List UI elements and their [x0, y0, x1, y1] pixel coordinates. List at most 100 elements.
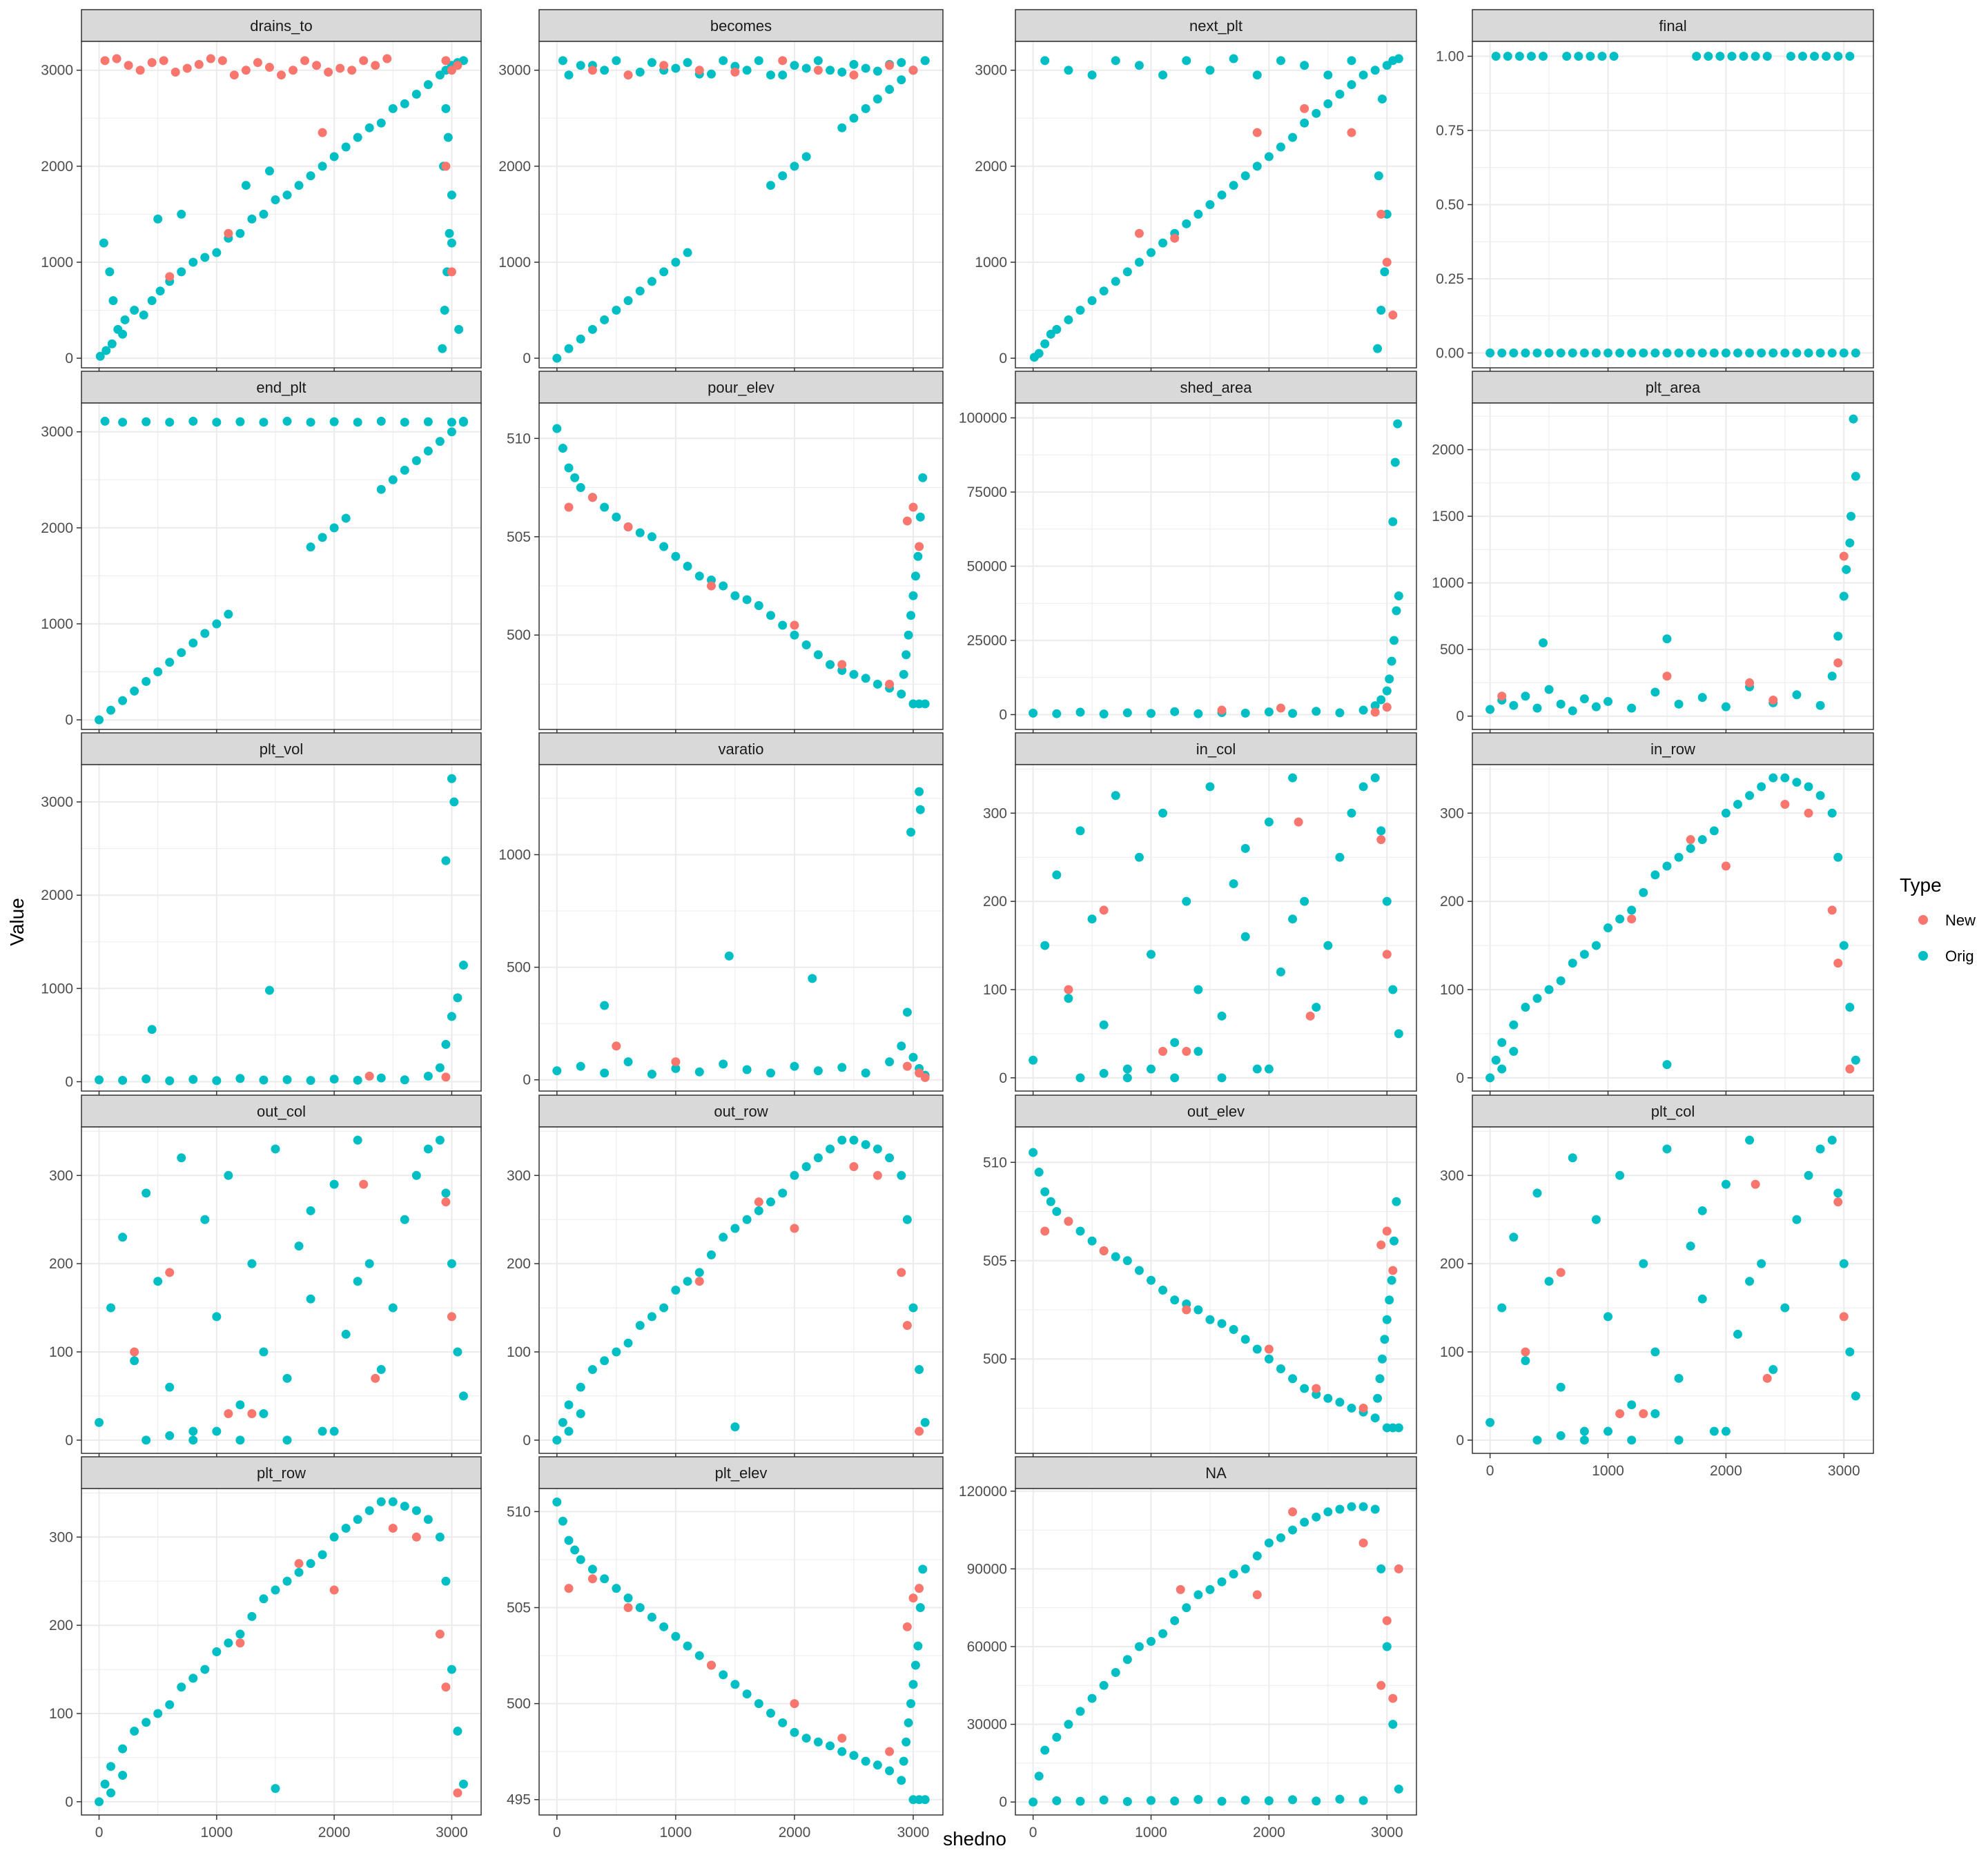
point-orig [282, 1435, 292, 1445]
facet-strip-label: drains_to [250, 17, 313, 35]
panel-border [1015, 41, 1417, 369]
point-orig [564, 463, 574, 473]
facet-panel-varatio: varatio 0 500 1000 [498, 732, 944, 1096]
point-new [902, 1061, 912, 1071]
point-new [1294, 817, 1303, 827]
point-new [659, 61, 669, 70]
point-orig [1757, 349, 1766, 357]
point-orig [659, 542, 669, 551]
point-orig [364, 1506, 374, 1515]
y-tick-label: 2000 [41, 159, 73, 175]
point-orig [118, 1233, 128, 1242]
point-orig [766, 70, 776, 80]
point-orig [558, 1417, 567, 1427]
point-orig [1193, 1305, 1203, 1315]
point-new [135, 66, 145, 75]
point-new [908, 66, 918, 75]
y-tick-label: 120000 [959, 1484, 1007, 1500]
y-tick-label: 0 [1456, 709, 1464, 725]
facet-strip [1472, 1095, 1874, 1128]
point-orig [99, 238, 108, 248]
point-orig [118, 1744, 128, 1754]
point-orig [1697, 1206, 1707, 1215]
point-orig [1526, 52, 1536, 61]
point-orig [576, 1061, 585, 1071]
y-tick-label: 2000 [1432, 442, 1464, 458]
point-orig [353, 1277, 362, 1286]
panel-background [81, 403, 481, 729]
point-orig [904, 630, 913, 640]
point-orig [1087, 1694, 1097, 1703]
point-orig [754, 600, 763, 610]
point-orig [1639, 1259, 1648, 1268]
point-orig [306, 1076, 315, 1086]
point-orig [1539, 638, 1548, 648]
point-orig [1815, 349, 1825, 357]
point-orig [1792, 1215, 1802, 1224]
point-orig [1833, 852, 1843, 862]
point-orig [1111, 1668, 1120, 1678]
point-new [253, 58, 262, 68]
panel-background [81, 41, 481, 368]
y-tick-label: 0 [999, 351, 1007, 366]
point-orig [754, 1206, 763, 1215]
point-orig [1491, 1055, 1501, 1065]
point-orig [147, 1025, 157, 1034]
point-orig [1491, 52, 1501, 61]
point-orig [910, 1660, 920, 1670]
point-orig [1382, 686, 1392, 696]
y-tick-label: 505 [983, 1253, 1007, 1269]
panel-background [1472, 403, 1873, 729]
point-new [754, 1197, 763, 1207]
y-tick-label: 1000 [975, 255, 1007, 271]
point-orig [1709, 826, 1719, 836]
point-new [1347, 128, 1356, 137]
point-orig [1792, 778, 1802, 787]
y-tick-label: 0.25 [1436, 271, 1464, 287]
point-orig [742, 1689, 752, 1699]
point-orig [1193, 1590, 1203, 1600]
point-orig [899, 669, 908, 679]
point-orig [388, 1497, 398, 1506]
point-orig [647, 1612, 656, 1622]
point-orig [177, 648, 186, 658]
point-new [1833, 658, 1843, 667]
point-orig [1686, 843, 1695, 853]
point-orig [400, 99, 409, 108]
point-orig [766, 1197, 776, 1207]
y-tick-label: 300 [49, 1529, 73, 1545]
point-orig [435, 1135, 445, 1145]
point-orig [801, 152, 811, 161]
facet-strip-label: next_plt [1189, 17, 1242, 35]
point-new [300, 56, 310, 66]
point-orig [1052, 870, 1062, 880]
point-orig [1380, 1335, 1390, 1344]
point-orig [1839, 1259, 1849, 1268]
point-orig [813, 56, 823, 66]
point-new [1839, 1312, 1849, 1322]
y-tick-label: 3000 [41, 63, 73, 79]
point-orig [1335, 1397, 1345, 1407]
y-tick-label: 0.00 [1436, 346, 1464, 362]
point-orig [353, 1075, 362, 1085]
point-orig [376, 1497, 386, 1506]
point-orig [1851, 1391, 1860, 1401]
facet-strip [1472, 732, 1874, 765]
point-orig [801, 640, 811, 649]
y-tick-label: 3000 [41, 794, 73, 810]
point-new [849, 70, 859, 80]
point-orig [1485, 1417, 1495, 1427]
point-orig [1579, 349, 1589, 357]
point-orig [1674, 1435, 1684, 1445]
y-tick-label: 500 [507, 960, 531, 976]
facet-strip-label: becomes [710, 17, 772, 35]
point-orig [1134, 61, 1144, 70]
point-orig [1111, 277, 1120, 286]
point-orig [671, 257, 681, 267]
facet-panel-in-row: in_row 0 100 200 300 [1440, 732, 1874, 1096]
point-new [790, 1224, 799, 1233]
point-new [915, 542, 924, 551]
y-tick-label: 500 [1440, 642, 1464, 658]
point-new [1158, 1046, 1168, 1056]
point-orig [1733, 349, 1742, 357]
